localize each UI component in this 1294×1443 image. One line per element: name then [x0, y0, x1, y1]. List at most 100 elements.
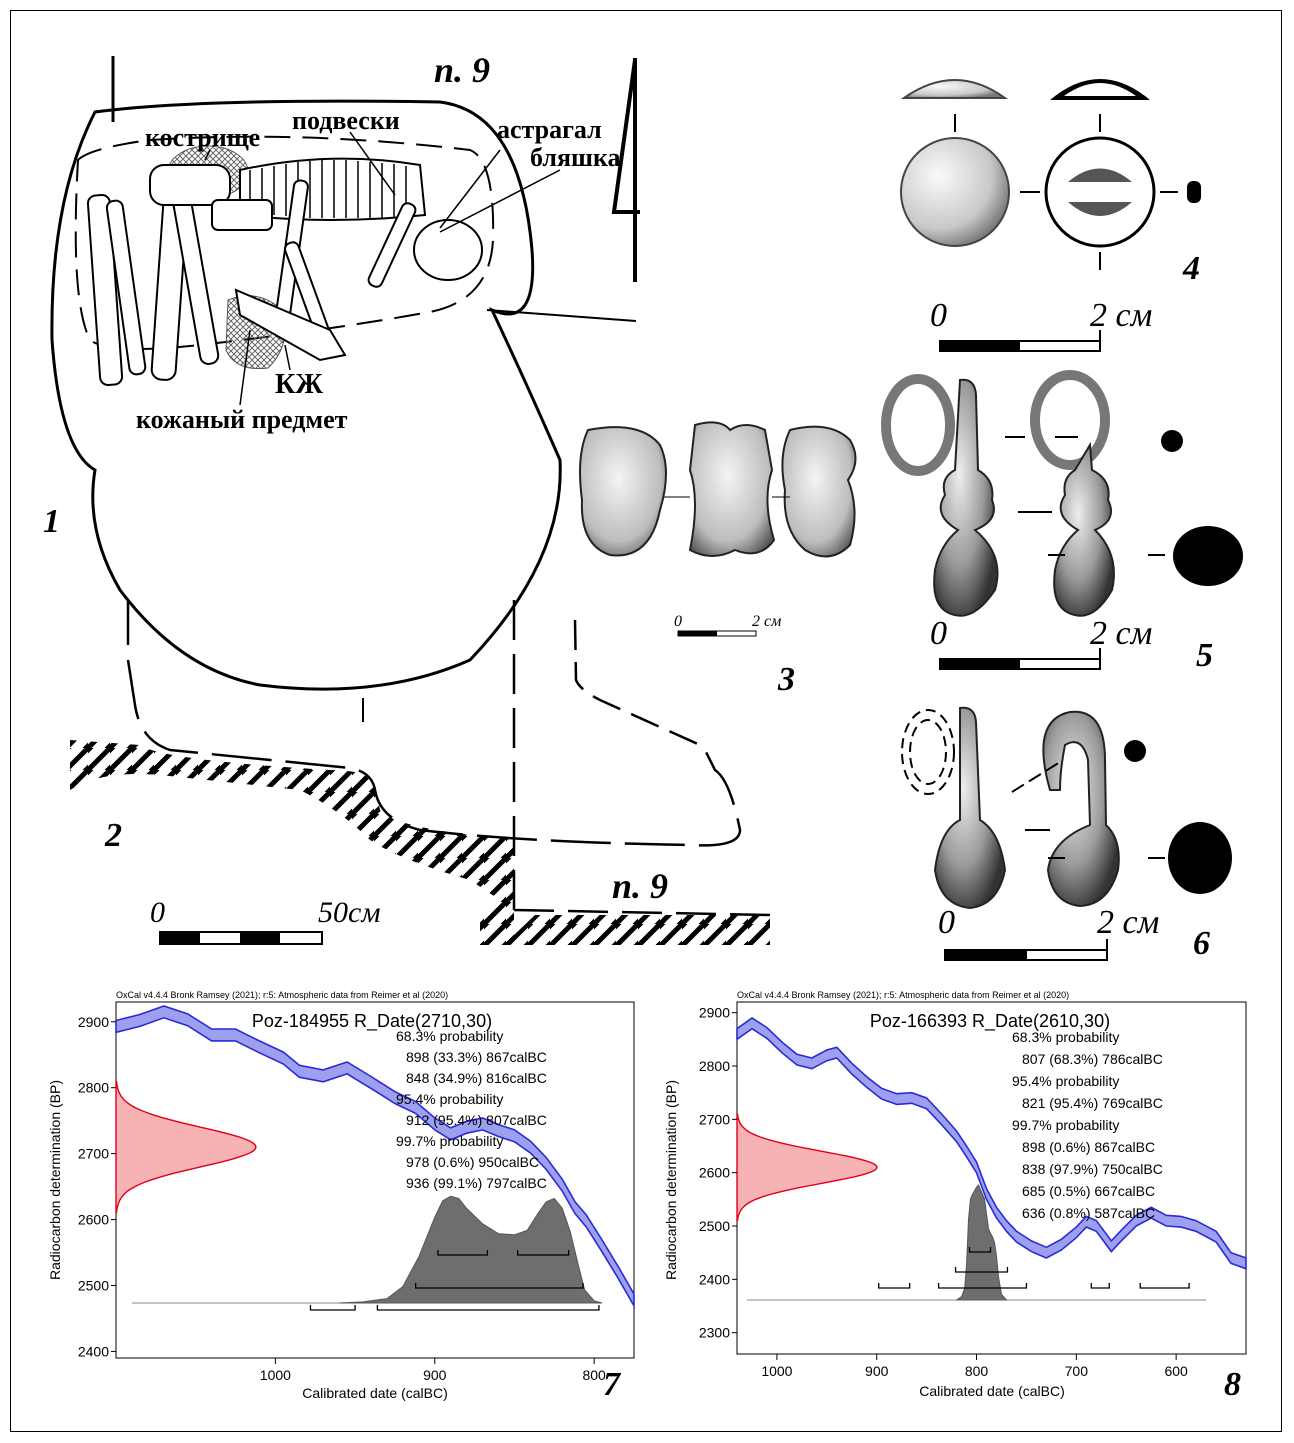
- panel-number-4: 4: [1182, 250, 1200, 287]
- label-leader-lines: [204, 131, 561, 406]
- calibrated-distribution: [955, 1184, 1008, 1301]
- range-bracket-r99: [878, 1283, 911, 1289]
- chart8-title: Poz-166393 R_Date(2610,30): [870, 1011, 1110, 1032]
- skeleton-drawing: [86, 157, 483, 386]
- calibrated-distribution: [339, 1195, 603, 1304]
- chart7-annotation: 898 (33.3%) 867calBC: [406, 1049, 547, 1065]
- label-plaque: бляшка: [530, 143, 621, 172]
- chart8-annotation: 821 (95.4%) 769calBC: [1022, 1095, 1163, 1111]
- label-pendants: подвески: [292, 106, 400, 135]
- range-bracket-r68: [437, 1250, 489, 1256]
- range-bracket-r99: [937, 1283, 1028, 1289]
- chart8-annotation: 807 (68.3%) 786calBC: [1022, 1051, 1163, 1067]
- figure-frame: [10, 10, 1282, 1432]
- north-arrow-icon: [611, 58, 640, 282]
- calibration-chart-8: OxCal v4.4.4 Bronk Ramsey (2021); r:5: A…: [663, 990, 1247, 1399]
- calibration-chart-7: OxCal v4.4.4 Bronk Ramsey (2021); r:5: A…: [47, 990, 635, 1401]
- plaque-scale-zero: 0: [930, 297, 947, 334]
- pendant-6-scale-zero: 0: [938, 904, 955, 941]
- label-kzh: КЖ: [275, 369, 323, 400]
- astragal-drawing: [579, 421, 857, 558]
- label-hearth: кострище: [145, 123, 260, 152]
- x-tick-label: 900: [423, 1367, 447, 1383]
- pendant-5-scale-bar: [939, 648, 1101, 670]
- plaque-drawing: [900, 79, 1201, 270]
- section-scale-zero: 0: [150, 896, 165, 929]
- y-tick-label: 2700: [699, 1111, 730, 1127]
- x-tick-label: 1000: [260, 1367, 291, 1383]
- plaque-scale-end: 2 см: [1090, 297, 1152, 334]
- panel-number-5: 5: [1196, 637, 1213, 674]
- y-tick-label: 2900: [78, 1014, 109, 1030]
- chart8-annotations: 68.3% probability 807 (68.3%) 786calBC 9…: [1012, 1029, 1163, 1221]
- label-leather-object: кожаный предмет: [136, 405, 348, 434]
- chart8-annotation: 99.7% probability: [1012, 1117, 1119, 1133]
- chart7-annotation: 936 (99.1%) 797calBC: [406, 1175, 547, 1191]
- chart7-annotation: 99.7% probability: [396, 1133, 503, 1149]
- burial-pit-outline: [74, 135, 495, 350]
- x-tick-label: 700: [1065, 1363, 1089, 1379]
- chart8-annotation: 838 (97.9%) 750calBC: [1022, 1161, 1163, 1177]
- astragal-scale-bar: [677, 630, 757, 637]
- chart7-xlabel: Calibrated date (calBC): [302, 1385, 448, 1401]
- panel-number-1: 1: [43, 503, 60, 540]
- panel-number-3: 3: [777, 661, 795, 698]
- chart8-header: OxCal v4.4.4 Bronk Ramsey (2021); r:5: A…: [737, 990, 1069, 1000]
- section-drawing: 2 п. 9 0 50см: [70, 600, 771, 945]
- pendant-6-scale-end: 2 см: [1097, 904, 1159, 941]
- y-tick-label: 2800: [78, 1080, 109, 1096]
- pit-outline: [50, 99, 562, 691]
- calibration-curve-band: [736, 1017, 1247, 1270]
- x-tick-label: 1000: [761, 1363, 792, 1379]
- y-tick-label: 2400: [78, 1343, 109, 1359]
- pendant-6-scale-bar: [944, 939, 1108, 961]
- range-bracket-r99: [376, 1305, 600, 1311]
- chart8-annotation: 636 (0.8%) 587calBC: [1022, 1205, 1155, 1221]
- range-bracket-r99: [1090, 1283, 1110, 1289]
- chart7-header: OxCal v4.4.4 Bronk Ramsey (2021); r:5: A…: [116, 990, 448, 1000]
- plaque-scale-bar: [939, 330, 1101, 352]
- y-tick-label: 2600: [699, 1165, 730, 1181]
- astragal-scale-zero: 0: [674, 613, 682, 630]
- astragal-scale-end: 2 см: [752, 613, 781, 630]
- range-bracket-r95: [954, 1267, 1009, 1273]
- range-bracket-r99: [309, 1305, 356, 1311]
- range-bracket-r95: [414, 1283, 584, 1289]
- section-scale-bar: [159, 931, 323, 945]
- calibration-curve-band: [115, 1005, 635, 1309]
- x-tick-label: 800: [965, 1363, 989, 1379]
- chart7-annotation: 978 (0.6%) 950calBC: [406, 1154, 539, 1170]
- y-tick-label: 2300: [699, 1325, 730, 1341]
- chart8-annotation: 68.3% probability: [1012, 1029, 1119, 1045]
- chart7-annotation: 68.3% probability: [396, 1028, 503, 1044]
- chart7-title: Poz-184955 R_Date(2710,30): [252, 1011, 492, 1032]
- chart7-annotations: 68.3% probability 898 (33.3%) 867calBC 8…: [396, 1028, 547, 1191]
- label-astragal: астрагал: [497, 115, 602, 144]
- panel-number-6: 6: [1193, 925, 1210, 962]
- y-tick-label: 2700: [78, 1146, 109, 1162]
- chart7-annotation: 848 (34.9%) 816calBC: [406, 1070, 547, 1086]
- chart8-xlabel: Calibrated date (calBC): [919, 1383, 1065, 1399]
- y-tick-label: 2600: [78, 1212, 109, 1228]
- range-bracket-r99: [1139, 1283, 1190, 1289]
- section-wall: [512, 600, 771, 917]
- x-tick-label: 600: [1164, 1363, 1188, 1379]
- pendant-5-scale-end: 2 см: [1090, 615, 1152, 652]
- y-tick-label: 2500: [78, 1277, 109, 1293]
- burial-plan: 1: [43, 56, 640, 691]
- section-profile: [126, 600, 742, 847]
- chart7-annotation: 912 (95.4%) 807calBC: [406, 1112, 547, 1128]
- chart7-annotation: 95.4% probability: [396, 1091, 503, 1107]
- radiocarbon-distribution: [736, 1113, 878, 1221]
- panel-number-2: 2: [104, 817, 122, 854]
- pit-label-top: п. 9: [434, 50, 490, 90]
- panel-number-8: 8: [1224, 1366, 1241, 1403]
- x-tick-label: 900: [865, 1363, 889, 1379]
- pendant-6-drawing: [901, 706, 1232, 910]
- x-tick-label: 800: [582, 1367, 606, 1383]
- chart8-annotation: 898 (0.6%) 867calBC: [1022, 1139, 1155, 1155]
- y-tick-label: 2500: [699, 1218, 730, 1234]
- chart8-annotation: 685 (0.5%) 667calBC: [1022, 1183, 1155, 1199]
- pendant-5-scale-zero: 0: [930, 615, 947, 652]
- pendant-5-drawing: [881, 370, 1243, 617]
